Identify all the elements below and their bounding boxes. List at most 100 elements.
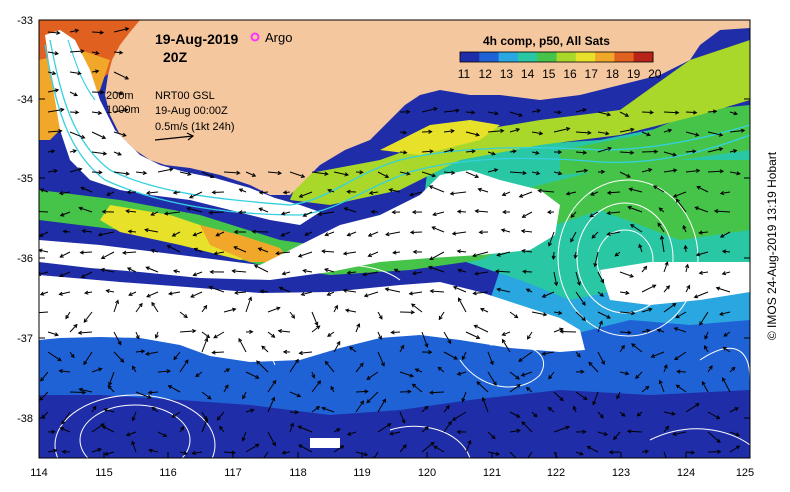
current-arrowhead [363, 293, 369, 298]
current-arrow [594, 251, 599, 267]
current-arrow [223, 384, 229, 393]
current-arrowhead [690, 450, 696, 455]
current-arrowhead [501, 338, 506, 344]
current-arrowhead [411, 383, 417, 388]
current-arrow [128, 291, 137, 296]
current-arrowhead [672, 168, 678, 173]
current-arrow [553, 171, 562, 175]
current-arrow [347, 431, 357, 436]
current-arrow [157, 431, 167, 437]
current-arrow [301, 291, 313, 296]
current-arrow [47, 449, 57, 453]
current-arrowhead [73, 323, 78, 329]
colorbar-swatch [479, 52, 500, 62]
current-arrowhead [495, 451, 501, 456]
current-arrow [673, 191, 687, 198]
current-arrow [303, 269, 313, 273]
isobath-200m [49, 39, 750, 206]
current-arrowhead [59, 212, 65, 217]
current-arrow [699, 271, 709, 274]
current-arrowhead [380, 362, 385, 367]
current-arrowhead [557, 110, 562, 115]
x-tick-label: 116 [159, 467, 177, 479]
current-arrow [63, 230, 71, 233]
current-arrow [415, 368, 423, 373]
current-arrowhead [400, 344, 405, 349]
scale-arrow [154, 132, 195, 141]
current-arrowhead [390, 330, 395, 335]
current-arrowhead [645, 385, 650, 390]
current-arrow [355, 323, 360, 333]
current-arrow [135, 391, 151, 399]
current-arrowhead [162, 433, 168, 437]
current-arrow [476, 381, 489, 393]
current-arrowhead [424, 405, 429, 410]
current-arrowhead [145, 266, 150, 271]
current-arrowhead [496, 287, 501, 292]
current-arrow [433, 211, 445, 216]
current-arrow [589, 211, 599, 218]
current-arrowhead [327, 332, 332, 337]
current-arrowhead [119, 91, 124, 96]
current-arrowhead [613, 435, 618, 441]
current-arrow [146, 266, 159, 273]
current-arrowhead [171, 232, 177, 237]
current-arrow [267, 171, 282, 174]
current-arrow [91, 31, 104, 34]
current-arrowhead [145, 190, 151, 195]
current-arrowhead [103, 407, 108, 413]
current-arrowhead [324, 232, 329, 237]
current-arrowhead [145, 351, 150, 356]
current-arrow [429, 251, 445, 260]
current-arrow [607, 211, 621, 214]
sst-field-orange [200, 225, 290, 262]
current-arrow [542, 291, 555, 298]
legend-200m: 200m [106, 90, 134, 102]
current-arrow [128, 230, 137, 233]
current-arrowhead [280, 211, 286, 216]
current-arrowhead [582, 150, 588, 155]
current-arrow [521, 230, 533, 233]
current-arrow [704, 331, 709, 340]
current-arrow [474, 324, 489, 333]
current-arrow [168, 291, 181, 295]
current-arrow [465, 111, 475, 114]
current-arrowhead [300, 291, 306, 297]
current-arrowhead [735, 432, 741, 437]
current-arrowhead [282, 190, 288, 195]
current-arrowhead [281, 450, 286, 455]
current-arrow [362, 271, 379, 276]
current-arrowhead [456, 371, 462, 376]
current-arrow [69, 71, 81, 75]
current-arrow [635, 371, 643, 379]
current-arrow [457, 210, 467, 213]
current-arrow [663, 129, 672, 133]
current-arrow [40, 291, 49, 296]
current-arrow [254, 264, 269, 273]
current-arrow [311, 311, 318, 326]
current-arrow [349, 346, 357, 353]
current-arrowhead [356, 322, 361, 328]
current-arrow [59, 271, 71, 277]
current-arrow [106, 290, 115, 293]
current-arrowhead [428, 185, 434, 190]
current-arrow [663, 111, 679, 114]
current-arrowhead [593, 262, 598, 268]
current-arrowhead [54, 51, 59, 56]
current-arrowhead [489, 360, 494, 366]
current-arrowhead [106, 191, 111, 196]
sst-field-green-east [560, 105, 750, 175]
current-arrow [104, 408, 115, 413]
current-arrowhead [54, 88, 60, 93]
current-arrow [411, 303, 423, 313]
current-arrowhead [557, 149, 563, 155]
current-arrow [276, 251, 291, 255]
current-arrow [69, 29, 79, 33]
current-arrowhead [514, 314, 519, 319]
current-arrowhead [627, 205, 632, 210]
current-arrowhead [676, 369, 681, 374]
current-arrow [729, 445, 740, 453]
current-arrowhead [74, 110, 80, 115]
current-arrow [78, 331, 93, 334]
colorbar-swatch [556, 52, 577, 62]
